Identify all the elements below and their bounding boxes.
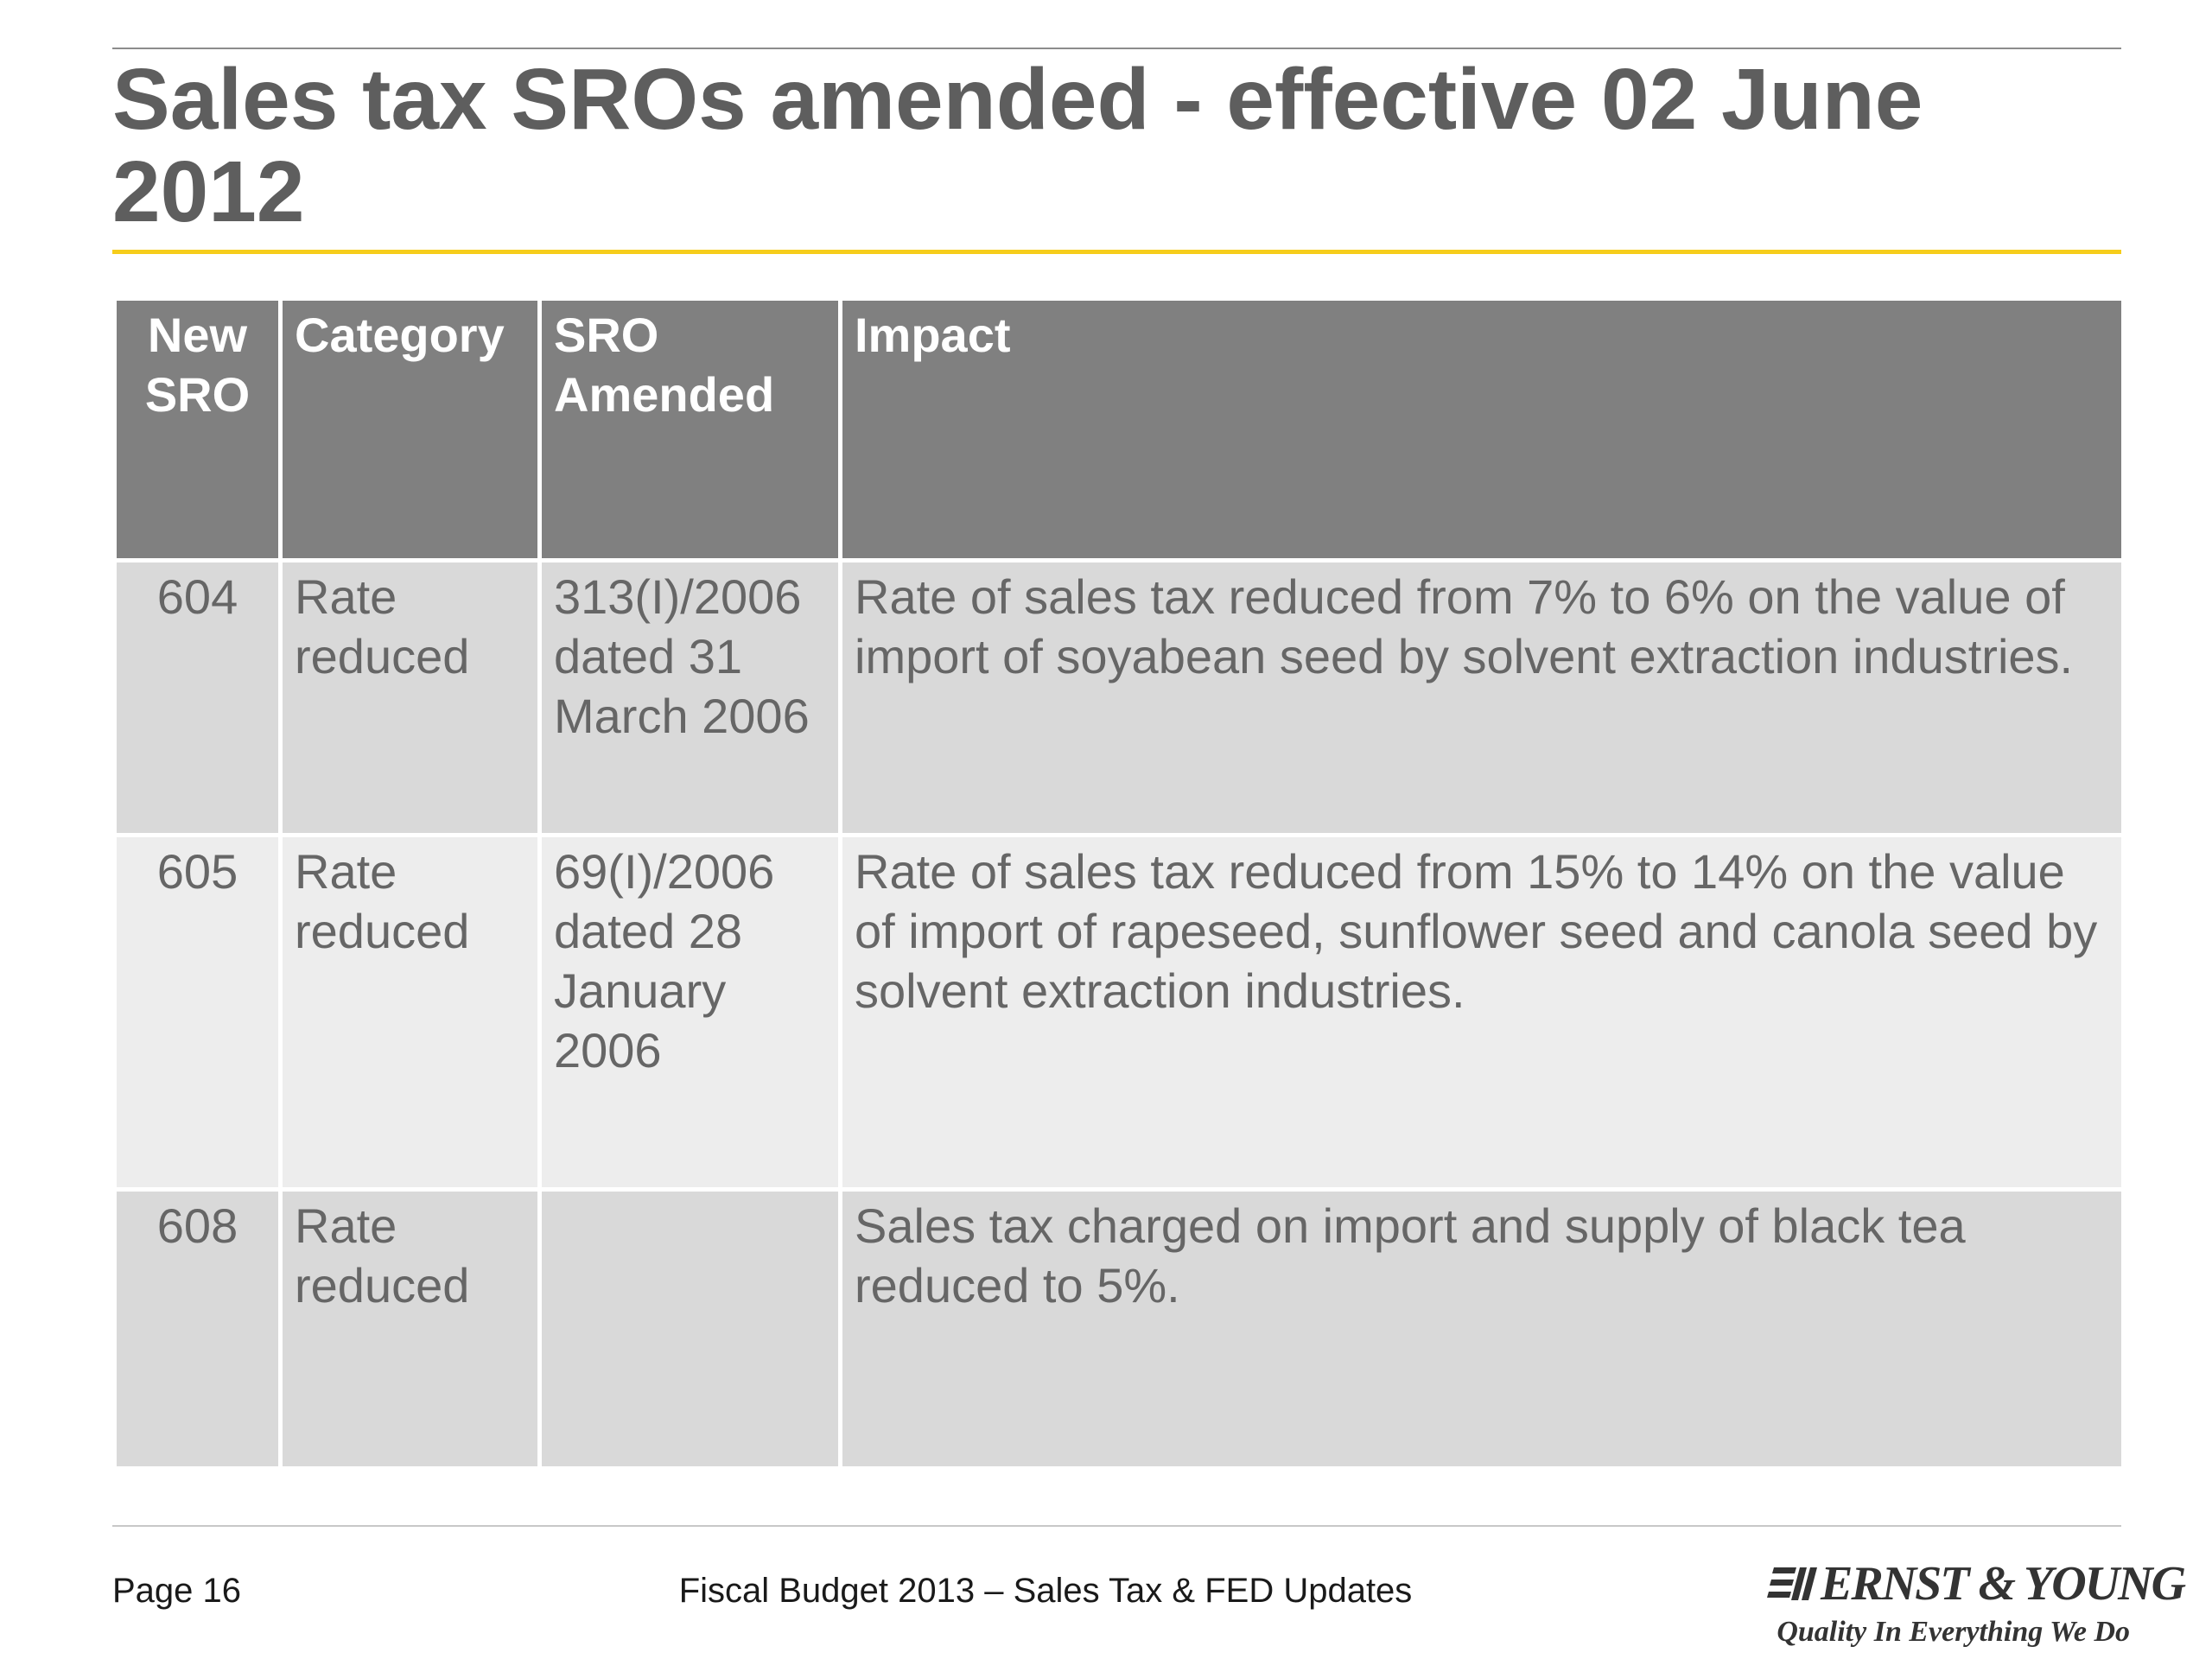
cell-category: Rate reduced — [278, 833, 542, 1192]
cell-impact: Rate of sales tax reduced from 15% to 14… — [838, 833, 2126, 1192]
table-row: 608 Rate reduced Sales tax charged on im… — [112, 1187, 2126, 1471]
header-category: Category — [278, 296, 542, 563]
cell-new-sro: 605 — [112, 833, 283, 1192]
logo-name: ERNST & YOUNG — [1821, 1557, 2186, 1611]
cell-category: Rate reduced — [278, 1187, 542, 1471]
cell-new-sro: 604 — [112, 558, 283, 837]
cell-impact: Rate of sales tax reduced from 7% to 6% … — [838, 558, 2126, 837]
header-new-sro: New SRO — [112, 296, 283, 563]
ey-logo-icon — [1767, 1567, 1817, 1600]
header-sro-amended: SRO Amended — [537, 296, 842, 563]
header-impact: Impact — [838, 296, 2126, 563]
table-header-row: New SRO Category SRO Amended Impact — [112, 296, 2126, 563]
page-number: Page 16 — [112, 1572, 242, 1610]
cell-sro-amended: 69(I)/2006 dated 28 January 2006 — [537, 833, 842, 1192]
page-title: Sales tax SROs amended - effective 02 Ju… — [112, 51, 1923, 240]
table-row: 605 Rate reduced 69(I)/2006 dated 28 Jan… — [112, 833, 2126, 1192]
cell-category: Rate reduced — [278, 558, 542, 837]
sro-table: New SRO Category SRO Amended Impact 604 … — [112, 296, 2126, 1471]
footer-divider — [112, 1525, 2121, 1527]
footer-title: Fiscal Budget 2013 – Sales Tax & FED Upd… — [678, 1572, 1413, 1610]
title-accent-rule — [112, 250, 2121, 254]
cell-new-sro: 608 — [112, 1187, 283, 1471]
company-logo: ERNST & YOUNG Quality In Everything We D… — [1758, 1555, 2186, 1650]
cell-impact: Sales tax charged on import and supply o… — [838, 1187, 2126, 1471]
logo-tagline: Quality In Everything We Do — [1777, 1616, 2130, 1648]
cell-sro-amended — [537, 1187, 842, 1471]
table-row: 604 Rate reduced 313(I)/2006 dated 31 Ma… — [112, 558, 2126, 837]
top-divider — [112, 48, 2121, 49]
cell-sro-amended: 313(I)/2006 dated 31 March 2006 — [537, 558, 842, 837]
